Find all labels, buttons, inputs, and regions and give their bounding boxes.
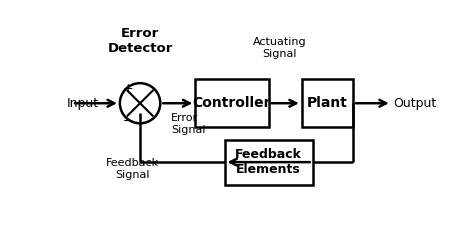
Ellipse shape [120,83,160,123]
Text: Input: Input [66,97,99,110]
Text: Output: Output [393,97,437,110]
Text: Plant: Plant [307,96,348,110]
Bar [225,140,313,185]
Bar [301,79,353,128]
Text: Error
Detector: Error Detector [108,27,173,55]
Text: Feedback
Signal: Feedback Signal [106,158,159,180]
Text: Actuating
Signal: Actuating Signal [253,37,307,58]
Text: +: + [123,82,134,95]
Text: −: − [123,115,134,128]
Text: Error
Signal: Error Signal [171,113,206,135]
Bar [195,79,269,128]
Text: Controller: Controller [192,96,271,110]
Text: Feedback
Elements: Feedback Elements [235,148,302,176]
